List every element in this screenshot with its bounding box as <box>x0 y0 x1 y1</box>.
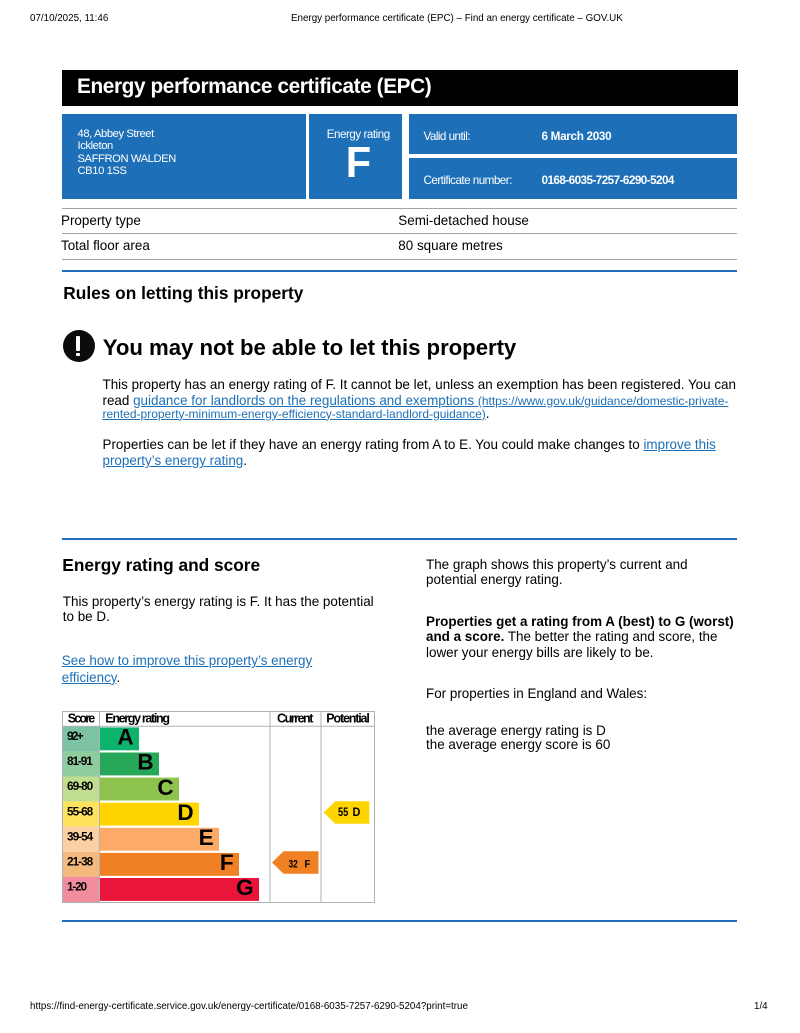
svg-text:G: G <box>236 875 254 900</box>
svg-text:1-20: 1-20 <box>67 880 87 894</box>
svg-text:39-54: 39-54 <box>67 830 94 844</box>
svg-text:C: C <box>157 775 173 800</box>
svg-text:E: E <box>198 825 213 850</box>
svg-text:21-38: 21-38 <box>67 855 94 869</box>
svg-text:55: 55 <box>338 807 349 819</box>
svg-text:32: 32 <box>288 859 297 871</box>
svg-text:A: A <box>117 725 133 750</box>
svg-text:B: B <box>137 750 153 775</box>
svg-text:Current: Current <box>277 712 314 726</box>
svg-text:F: F <box>219 850 233 875</box>
svg-text:81-91: 81-91 <box>67 754 93 768</box>
svg-text:D: D <box>177 800 193 825</box>
svg-text:Potential: Potential <box>326 712 370 726</box>
svg-text:F: F <box>304 859 310 871</box>
svg-text:55-68: 55-68 <box>67 805 94 819</box>
svg-text:92+: 92+ <box>67 729 84 743</box>
svg-text:69-80: 69-80 <box>67 779 94 793</box>
svg-text:Energy rating: Energy rating <box>105 712 170 726</box>
svg-text:Score: Score <box>67 712 94 726</box>
svg-text:D: D <box>352 807 360 819</box>
